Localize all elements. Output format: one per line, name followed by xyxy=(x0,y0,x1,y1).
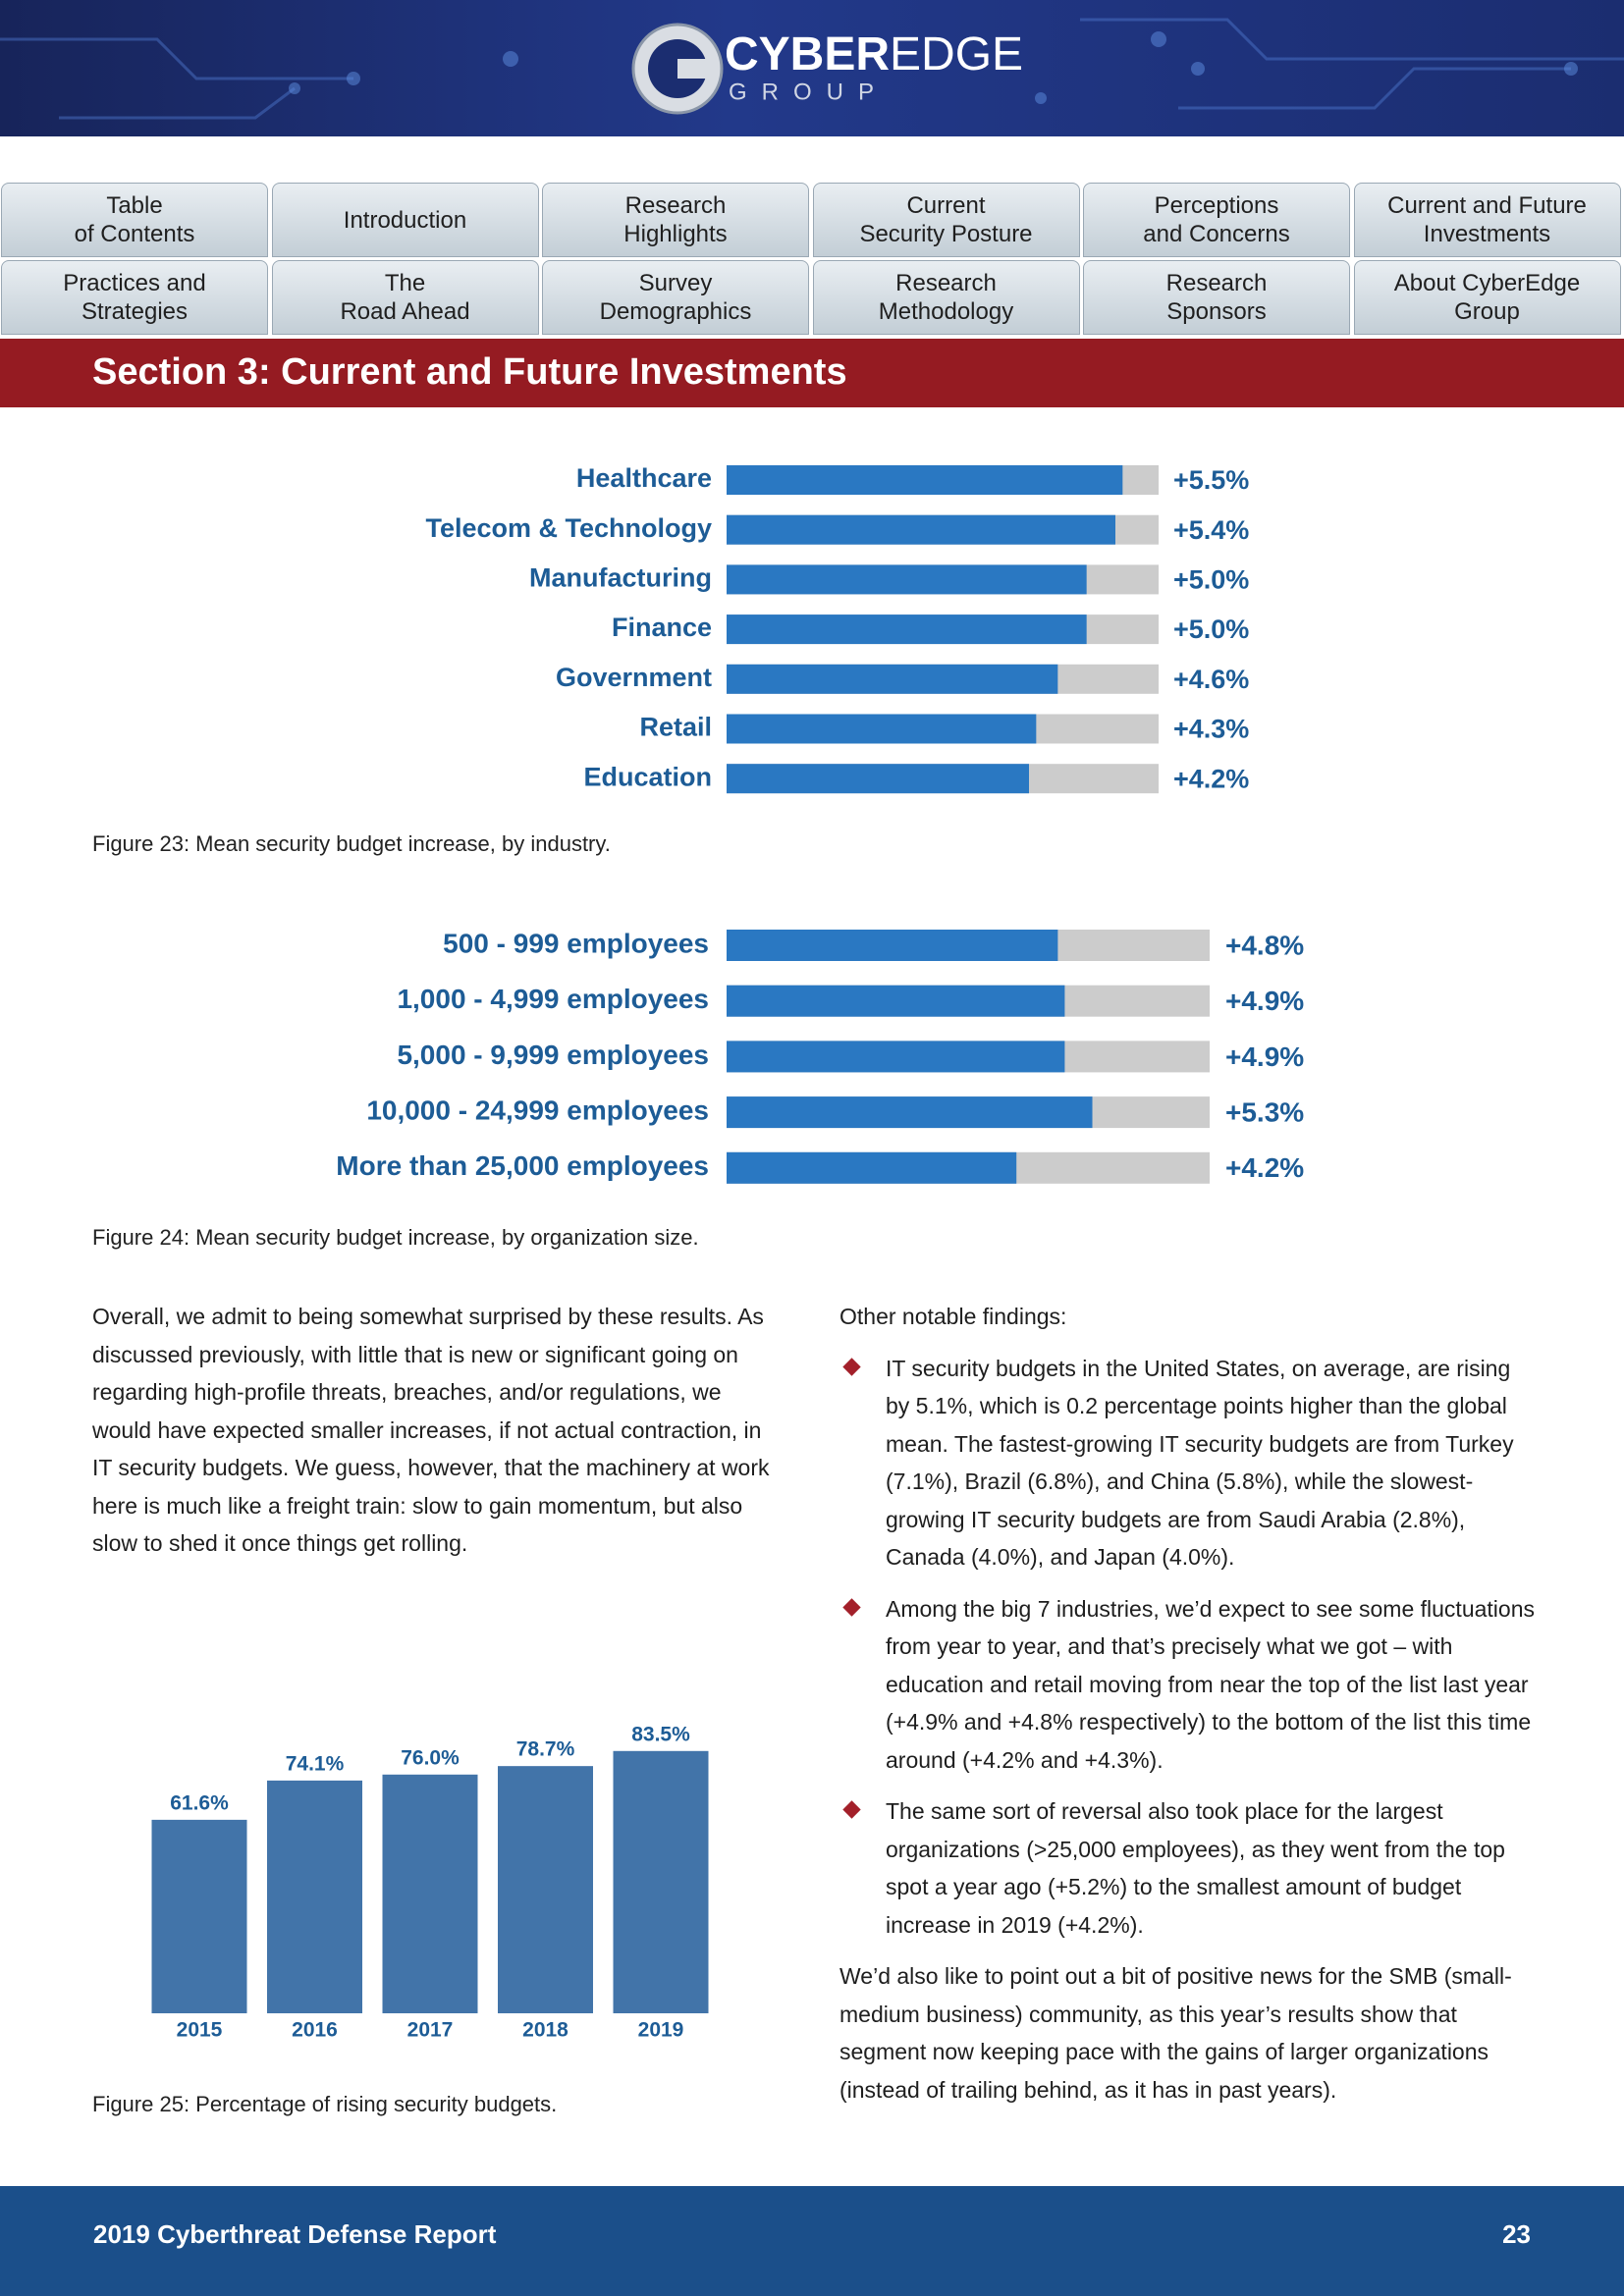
value-label: +5.0% xyxy=(1173,614,1249,644)
right-column: Other notable findings: IT security budg… xyxy=(839,1298,1537,2109)
bullet-text: Among the big 7 industries, we’d expect … xyxy=(886,1595,1535,1773)
section-title: Section 3: Current and Future Investment… xyxy=(92,351,847,393)
category-label: Finance xyxy=(612,613,712,642)
value-label: 83.5% xyxy=(631,1723,690,1745)
value-label: 76.0% xyxy=(401,1746,460,1769)
footer xyxy=(0,2186,1624,2296)
left-paragraph: Overall, we admit to being somewhat surp… xyxy=(92,1304,770,1556)
bar xyxy=(382,1774,478,2013)
bar xyxy=(727,465,1123,495)
nav-item: Current and Future Investments xyxy=(1353,183,1621,257)
category-label: 10,000 - 24,999 employees xyxy=(366,1095,709,1125)
logo-text: CYBEREDGE xyxy=(725,28,1023,80)
category-label: 2019 xyxy=(638,2019,684,2042)
logo-accent: EDGE xyxy=(890,28,1023,80)
footer-title: 2019 Cyberthreat Defense Report xyxy=(93,2219,497,2249)
nav-item: Introduction xyxy=(271,183,539,257)
category-label: Retail xyxy=(639,713,712,742)
logo-notch xyxy=(677,59,709,79)
bar xyxy=(151,1819,247,2013)
bar xyxy=(727,614,1087,645)
bullet: IT security budgets in the United States… xyxy=(839,1350,1537,1576)
category-label: 2018 xyxy=(522,2019,568,2042)
nav-item: About CyberEdge Group xyxy=(1353,260,1621,335)
nav: Table of Contents Introduction Research Hi… xyxy=(0,183,1624,338)
bar xyxy=(727,1041,1065,1073)
banner: CYBEREDGE GROUP xyxy=(0,0,1624,136)
value-label: +4.6% xyxy=(1173,665,1249,694)
nav-item: Research Highlights xyxy=(542,183,809,257)
bar xyxy=(727,664,1058,694)
bullet: The same sort of reversal also took plac… xyxy=(839,1792,1537,1944)
value-label: 78.7% xyxy=(516,1738,575,1761)
bullet-icon xyxy=(842,1800,861,1819)
nav-item: Survey Demographics xyxy=(542,260,809,335)
value-label: +5.3% xyxy=(1225,1096,1304,1127)
category-label: 1,000 - 4,999 employees xyxy=(397,984,709,1014)
value-label: +4.3% xyxy=(1173,715,1249,744)
value-label: +4.9% xyxy=(1225,1041,1304,1072)
category-label: Education xyxy=(583,762,712,791)
figure-caption: Figure 24: Mean security budget increase… xyxy=(92,1225,699,1250)
value-label: +4.2% xyxy=(1225,1152,1304,1183)
logo-main: CYBER xyxy=(725,28,890,80)
nav-item: The Road Ahead xyxy=(271,260,539,335)
category-label: Government xyxy=(556,663,712,692)
category-label: 2015 xyxy=(177,2019,223,2042)
category-label: Telecom & Technology xyxy=(425,513,712,543)
bullet-list: IT security budgets in the United States… xyxy=(839,1350,1537,1945)
nav-item: Perceptions and Concerns xyxy=(1083,183,1350,257)
page-number: 23 xyxy=(1502,2219,1531,2249)
bullet-icon xyxy=(842,1357,861,1376)
value-label: 74.1% xyxy=(286,1752,345,1775)
value-label: +4.8% xyxy=(1225,930,1304,960)
category-label: Manufacturing xyxy=(529,563,712,593)
value-label: +5.0% xyxy=(1173,565,1249,595)
value-label: +5.5% xyxy=(1173,465,1249,495)
bullet-text: IT security budgets in the United States… xyxy=(886,1355,1514,1571)
bar xyxy=(727,1151,1017,1184)
bar xyxy=(727,1096,1093,1129)
bullet: Among the big 7 industries, we’d expect … xyxy=(839,1590,1537,1780)
right-intro: Other notable findings: xyxy=(839,1304,1067,1329)
bullet-icon xyxy=(842,1597,861,1617)
bar xyxy=(267,1780,362,2013)
category-label: Healthcare xyxy=(576,463,712,493)
nav-item: Table of Contents xyxy=(1,183,268,257)
logo-sub: GROUP xyxy=(729,79,889,105)
category-label: 2017 xyxy=(407,2019,454,2042)
banner-art: CYBEREDGE GROUP xyxy=(0,18,1624,120)
category-label: 500 - 999 employees xyxy=(443,928,709,958)
section-bar xyxy=(0,339,1624,407)
category-label: 2016 xyxy=(292,2019,338,2042)
nav-item: Research Methodology xyxy=(812,260,1080,335)
nav-item: Research Sponsors xyxy=(1083,260,1350,335)
value-label: 61.6% xyxy=(170,1791,229,1814)
bar xyxy=(727,764,1029,794)
bar xyxy=(613,1750,709,2013)
nav-item: Current Security Posture xyxy=(812,183,1080,257)
bar xyxy=(727,985,1065,1017)
figure-caption: Figure 25: Percentage of rising security… xyxy=(92,2092,557,2116)
value-label: +4.9% xyxy=(1225,986,1304,1016)
figure-caption: Figure 23: Mean security budget increase… xyxy=(92,831,611,856)
category-label: 5,000 - 9,999 employees xyxy=(397,1040,709,1070)
bar xyxy=(727,564,1087,595)
bullet-text: The same sort of reversal also took plac… xyxy=(886,1798,1505,1938)
bar xyxy=(727,714,1037,744)
bar xyxy=(727,930,1058,961)
nav-item: Practices and Strategies xyxy=(1,260,268,335)
right-closing: We’d also like to point out a bit of pos… xyxy=(839,1963,1512,2103)
bar xyxy=(727,514,1115,545)
value-label: +4.2% xyxy=(1173,764,1249,793)
category-label: More than 25,000 employees xyxy=(336,1150,709,1181)
bar xyxy=(498,1766,593,2013)
value-label: +5.4% xyxy=(1173,515,1249,545)
